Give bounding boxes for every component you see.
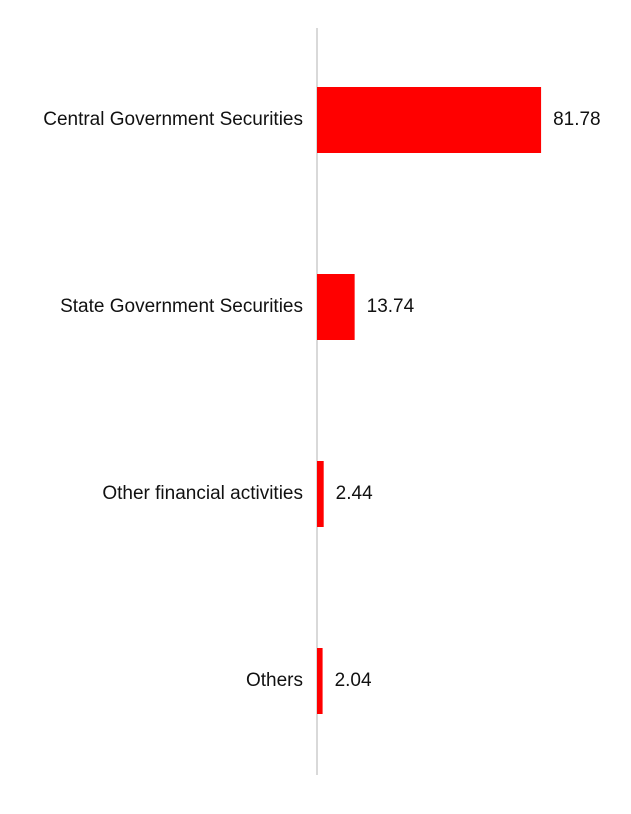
value-label-1: 81.78 xyxy=(553,109,601,130)
category-label-3: Other financial activities xyxy=(102,483,303,504)
bar-1 xyxy=(317,87,542,153)
value-label-4: 2.04 xyxy=(335,670,372,691)
value-label-2: 13.74 xyxy=(367,296,415,317)
bar-2 xyxy=(317,274,355,340)
value-label-3: 2.44 xyxy=(336,483,373,504)
bar-3 xyxy=(317,461,324,527)
labels-layer: Central Government Securities 81.78 State … xyxy=(43,109,600,691)
category-label-4: Others xyxy=(246,670,303,691)
category-label-2: State Government Securities xyxy=(60,296,303,317)
bar-4 xyxy=(317,648,323,714)
category-label-1: Central Government Securities xyxy=(43,109,303,130)
bars-layer xyxy=(317,87,542,714)
